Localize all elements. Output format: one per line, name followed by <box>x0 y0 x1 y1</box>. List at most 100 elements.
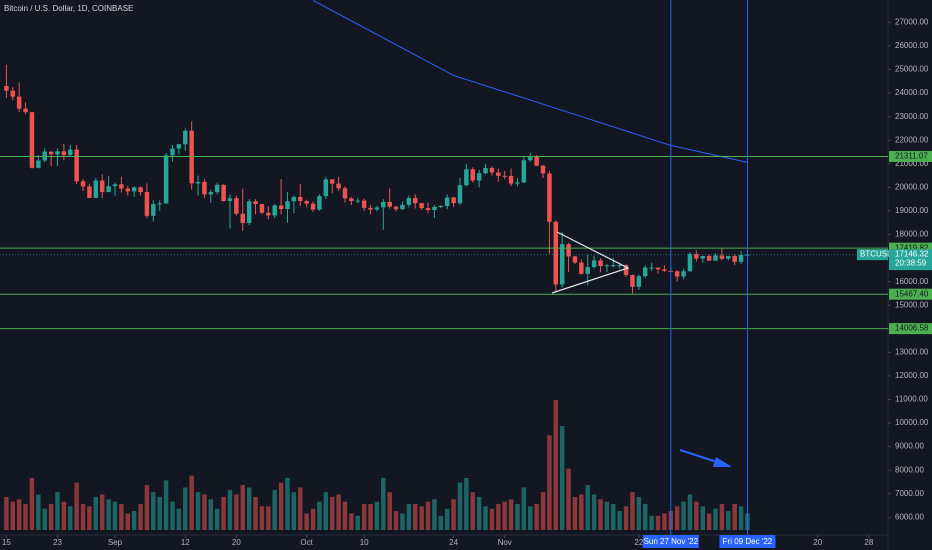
candle-body <box>10 90 16 97</box>
overlay: 27000.00 26000.00 25000.00 24000.00 23000.00… <box>2 17 932 548</box>
candle-body <box>266 212 271 216</box>
volume-bar <box>74 482 79 530</box>
candle-body <box>4 86 9 91</box>
candle-body <box>227 198 233 202</box>
y-tick-label: 12000.00 <box>895 371 929 380</box>
volume-bar <box>694 501 699 530</box>
candle-body <box>106 186 111 193</box>
candle-body <box>425 208 431 210</box>
candle-body <box>393 206 399 210</box>
arrow-drawing <box>679 449 732 467</box>
volume-bar <box>144 485 150 530</box>
volume-bar <box>125 513 131 530</box>
volume-bar <box>368 504 373 530</box>
candle-body <box>572 256 578 263</box>
x-tick-label: 24 <box>449 538 458 547</box>
candle-body <box>163 155 169 204</box>
candle-body <box>240 213 245 223</box>
candle-body <box>515 182 520 184</box>
x-tick-label: 15 <box>2 538 11 547</box>
volume-bar <box>106 499 111 530</box>
volume-bar <box>604 501 610 530</box>
y-tick-label: 18000.00 <box>895 230 929 239</box>
countdown-label: 20:38:59 <box>895 259 927 268</box>
y-tick-label: 19000.00 <box>895 206 929 215</box>
y-tick-label: 26000.00 <box>895 41 929 50</box>
candle-body <box>566 244 571 257</box>
x-tick-label: 12 <box>181 538 190 547</box>
candle-body <box>151 204 156 216</box>
candle-body <box>61 151 67 156</box>
volume-bar <box>29 478 35 530</box>
x-tick-label: Oct <box>300 538 313 547</box>
level-label: 17419.82 <box>895 243 929 252</box>
x-tick-label: 23 <box>53 538 62 547</box>
x-tick-label: Nov <box>498 538 512 547</box>
candle-body <box>655 267 661 270</box>
candle-body <box>713 255 718 261</box>
candle-body <box>406 197 412 205</box>
volume-bar <box>259 506 265 530</box>
last-price-label: 17146.32 <box>895 250 929 259</box>
y-tick-label: 8000.00 <box>895 465 924 474</box>
candle-body <box>157 203 162 205</box>
candle-body <box>246 201 252 223</box>
candle-body <box>694 254 699 259</box>
volume-bar <box>112 501 118 530</box>
arrow-shaft <box>679 449 721 464</box>
volume-bar <box>55 492 60 530</box>
volume-bar <box>566 468 571 530</box>
y-tick-label: 20000.00 <box>895 182 929 191</box>
volume-bar <box>374 501 380 530</box>
candle-body <box>202 181 207 195</box>
level-label: 21311.07 <box>895 152 928 161</box>
volume-bar <box>738 506 744 530</box>
candle-body <box>489 168 495 173</box>
volume-bar <box>483 506 488 530</box>
candle-body <box>208 192 214 195</box>
volume-bar <box>591 494 597 530</box>
candle-body <box>444 197 450 206</box>
candle-body <box>528 156 533 161</box>
candle-body <box>272 205 277 216</box>
marker-label: Sun 27 Nov '22 <box>644 537 699 546</box>
candle-body <box>329 179 335 184</box>
candle-body <box>687 254 693 272</box>
volume-bar <box>42 508 47 530</box>
y-tick-label: 16000.00 <box>895 277 929 286</box>
y-tick-label: 23000.00 <box>895 112 929 121</box>
volume-bar <box>700 506 705 530</box>
volume-bar <box>464 478 469 530</box>
candle-body <box>374 207 380 210</box>
candle-body <box>719 255 725 259</box>
candle-body <box>476 173 482 181</box>
volume-bar <box>163 480 169 530</box>
volume-bar <box>687 494 693 530</box>
y-tick-label: 9000.00 <box>895 442 924 451</box>
volume-bar <box>87 506 92 530</box>
volume-bar <box>323 492 329 530</box>
y-tick-label: 22000.00 <box>895 135 929 144</box>
y-tick-label: 6000.00 <box>895 512 924 521</box>
level-label-box <box>889 150 932 162</box>
candle-body <box>285 201 290 210</box>
volume-bar <box>170 501 175 530</box>
volume-bar <box>16 499 22 530</box>
y-tick-label: 27000.00 <box>895 17 929 26</box>
candle-body <box>29 112 35 168</box>
volume-bar <box>726 511 731 530</box>
volume-bar <box>425 501 431 530</box>
volume-bar <box>598 499 603 530</box>
volume-bar <box>221 496 226 530</box>
level-label: 14006.58 <box>895 324 929 333</box>
candle-body <box>611 265 616 267</box>
candle-body <box>361 200 367 208</box>
marker-label: Fri 09 Dec '22 <box>723 537 773 546</box>
volume-bar <box>419 506 424 530</box>
volume-bar <box>585 485 590 530</box>
volume-bar <box>655 515 661 530</box>
candle-body <box>387 201 392 207</box>
candle-body <box>591 260 597 268</box>
candle-body <box>119 184 124 189</box>
